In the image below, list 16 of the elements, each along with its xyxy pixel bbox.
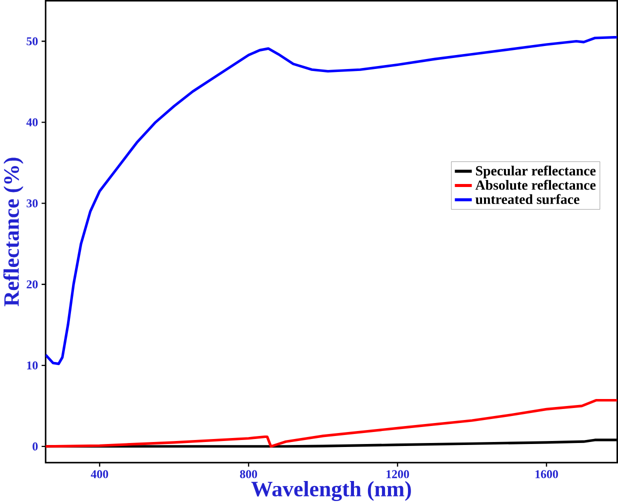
y-tick-label: 40 bbox=[26, 118, 38, 126]
line-series bbox=[46, 398, 618, 448]
x-tick-label: 1600 bbox=[536, 470, 558, 478]
legend-label: untreated surface bbox=[476, 194, 580, 204]
x-tick-label: 1200 bbox=[386, 470, 409, 478]
x-tick-label: 400 bbox=[90, 470, 108, 478]
y-tick-label: 0 bbox=[32, 442, 38, 450]
y-tick-label: 20 bbox=[26, 280, 38, 288]
y-tick-label: 30 bbox=[26, 199, 38, 208]
legend-label: Absolute reflectance bbox=[475, 180, 596, 190]
y-tick-label: 50 bbox=[26, 37, 38, 46]
y-axis-title: Reflectance (%) bbox=[3, 158, 24, 306]
x-axis-title: Wavelength (nm) bbox=[251, 480, 411, 501]
x-tick-label: 800 bbox=[240, 470, 258, 478]
legend-label: Specular reflectance bbox=[476, 165, 596, 178]
y-tick-label: 10 bbox=[27, 361, 38, 370]
